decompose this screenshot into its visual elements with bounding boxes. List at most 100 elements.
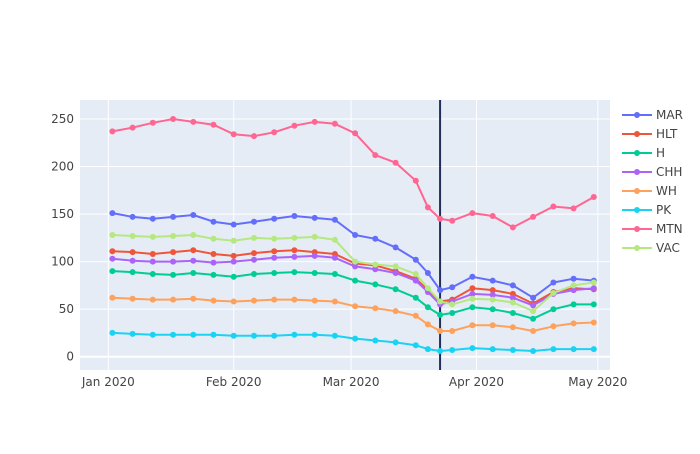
legend-item-vac[interactable]: VAC <box>622 241 680 255</box>
legend-item-mar[interactable]: MAR <box>622 108 683 122</box>
data-point <box>170 258 177 265</box>
data-point <box>271 332 278 339</box>
data-point <box>271 129 278 136</box>
data-point <box>311 252 318 259</box>
data-point <box>530 348 537 354</box>
data-point <box>412 177 419 184</box>
data-point <box>424 321 431 328</box>
data-point <box>550 306 557 313</box>
legend-item-h[interactable]: H <box>622 146 665 160</box>
legend-swatch-marker <box>634 131 640 137</box>
data-point <box>550 279 557 286</box>
data-point <box>230 273 237 280</box>
x-tick-label: Jan 2020 <box>81 375 135 389</box>
x-tick-label: Mar 2020 <box>323 375 380 389</box>
data-point <box>489 322 496 329</box>
y-tick-label: 200 <box>51 160 74 174</box>
x-tick-label: Feb 2020 <box>206 375 262 389</box>
legend-swatch-marker <box>634 245 640 251</box>
data-point <box>109 294 116 301</box>
data-point <box>311 233 318 240</box>
data-point <box>291 269 298 276</box>
data-point <box>449 328 456 334</box>
data-point <box>392 263 399 270</box>
data-point <box>392 244 399 251</box>
data-point <box>437 311 444 318</box>
series-pk[interactable] <box>109 329 597 354</box>
data-point <box>109 255 116 262</box>
series-h[interactable] <box>109 268 597 322</box>
data-point <box>590 194 597 200</box>
data-point <box>190 295 197 302</box>
data-point <box>271 235 278 242</box>
legend-swatch-marker <box>634 169 640 175</box>
data-point <box>311 297 318 304</box>
legend-item-mtn[interactable]: MTN <box>622 222 683 236</box>
data-point <box>230 332 237 339</box>
data-point <box>412 256 419 263</box>
data-point <box>424 304 431 311</box>
data-point <box>509 299 516 306</box>
legend-label: MAR <box>656 108 683 122</box>
data-point <box>489 306 496 313</box>
data-point <box>509 294 516 301</box>
data-point <box>372 235 379 242</box>
data-point <box>230 131 237 138</box>
data-point <box>291 234 298 241</box>
data-point <box>230 252 237 259</box>
data-point <box>331 216 338 223</box>
data-point <box>190 118 197 125</box>
data-point <box>271 215 278 222</box>
data-point <box>570 287 577 294</box>
data-point <box>412 342 419 349</box>
legend-swatch-marker <box>634 150 640 156</box>
data-point <box>437 287 444 294</box>
data-point <box>251 256 257 263</box>
y-tick-label: 0 <box>66 350 74 364</box>
legend-label: VAC <box>656 241 680 255</box>
legend-item-pk[interactable]: PK <box>622 203 672 217</box>
legend-item-chh[interactable]: CHH <box>622 165 682 179</box>
data-point <box>210 235 217 242</box>
data-point <box>210 331 217 338</box>
series-line <box>112 331 594 352</box>
data-point <box>109 128 116 135</box>
series-line <box>112 212 594 299</box>
legend-swatch-marker <box>634 207 640 213</box>
series-line <box>112 249 594 305</box>
series-group <box>109 116 597 354</box>
data-point <box>170 296 177 303</box>
data-point <box>372 305 379 312</box>
data-point <box>424 270 431 276</box>
data-point <box>149 251 156 257</box>
data-point <box>352 335 359 342</box>
data-point <box>251 271 257 277</box>
legend[interactable]: MAR HLT H CHH WH PK MTN VAC <box>622 108 683 255</box>
series-wh[interactable] <box>109 294 597 334</box>
legend-item-hlt[interactable]: HLT <box>622 127 678 141</box>
series-line <box>112 296 594 332</box>
data-point <box>210 218 217 225</box>
data-point <box>590 346 597 353</box>
legend-label: MTN <box>656 222 683 236</box>
series-mar[interactable] <box>109 210 597 301</box>
legend-label: HLT <box>656 127 678 141</box>
series-vac[interactable] <box>109 232 597 315</box>
data-point <box>331 298 338 305</box>
data-point <box>469 290 476 297</box>
data-point <box>230 221 237 228</box>
data-point <box>311 118 318 125</box>
data-point <box>550 290 557 296</box>
data-point <box>352 232 359 238</box>
data-point <box>352 263 359 270</box>
data-point <box>437 328 444 334</box>
data-point <box>509 324 516 331</box>
series-mtn[interactable] <box>109 116 597 231</box>
legend-label: H <box>656 146 665 160</box>
legend-swatch-marker <box>634 226 640 232</box>
data-point <box>372 281 379 288</box>
legend-item-wh[interactable]: WH <box>622 184 677 198</box>
data-point <box>530 302 537 309</box>
